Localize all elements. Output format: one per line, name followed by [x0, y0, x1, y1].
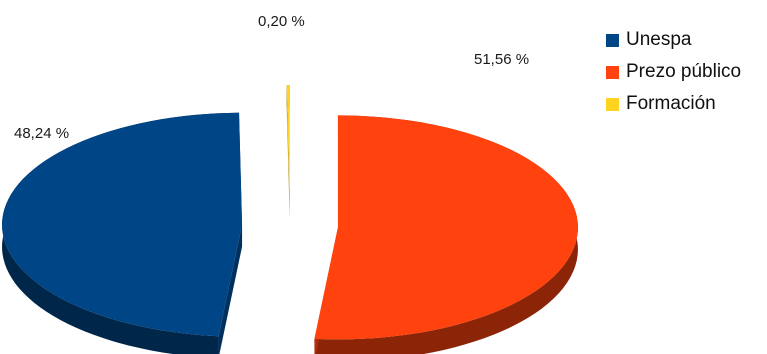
legend-label-unespa: Unespa [626, 29, 692, 50]
legend-label-formacion: Formación [626, 93, 716, 114]
legend-swatch-unespa [606, 33, 619, 47]
data-label-formacion: 0,20 % [258, 13, 305, 30]
pie-chart: 48,24 % 51,56 % 0,20 % [2, 13, 578, 354]
legend-item-unespa: Unespa [606, 24, 741, 56]
legend-swatch-prezo-publico [606, 65, 619, 79]
pie-slice-formacion [286, 85, 290, 220]
pie-slice-prezo-publico [314, 115, 578, 354]
pie-slice-top-formacion [286, 85, 290, 198]
data-label-unespa: 48,24 % [14, 125, 69, 142]
legend-item-prezo-publico: Prezo público [606, 56, 741, 88]
pie-slice-cut-formacion-0 [286, 85, 290, 220]
pie-slice-top-prezo-publico [314, 115, 578, 340]
data-label-prezo-publico: 51,56 % [474, 51, 529, 68]
pie-slice-cut-unespa-0 [218, 224, 243, 354]
pie-slice-top-unespa [2, 112, 243, 337]
pie-slice-unespa [2, 112, 243, 354]
legend-item-formacion: Formación [606, 88, 741, 120]
legend-swatch-formacion [606, 97, 619, 111]
legend-label-prezo-publico: Prezo público [626, 61, 742, 82]
legend: Unespa Prezo público Formación [606, 24, 741, 120]
